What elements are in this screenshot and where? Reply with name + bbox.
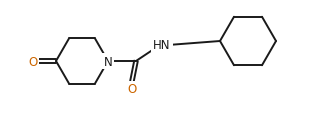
Text: HN: HN <box>153 39 171 52</box>
Text: O: O <box>127 83 137 96</box>
Text: N: N <box>104 55 112 68</box>
Text: O: O <box>28 55 38 68</box>
